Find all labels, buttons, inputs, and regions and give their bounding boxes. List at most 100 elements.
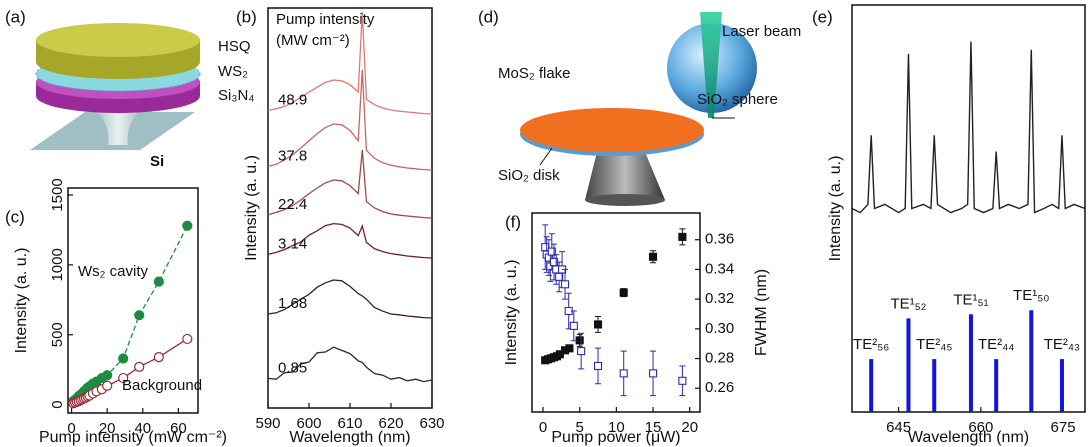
label: MoS₂ flake (498, 65, 571, 82)
cone-base (585, 194, 665, 206)
point (153, 351, 164, 363)
x-axis-title: Pump intensity (mW cm⁻²) (39, 429, 227, 446)
y2-tick-label: 0.36 (705, 231, 734, 248)
series-label: Ws₂ cavity (78, 263, 148, 280)
y2-tick-label: 0.32 (705, 290, 734, 307)
mode-bar (932, 359, 937, 412)
hsq-top (36, 23, 200, 57)
x-tick-label: 10 (608, 419, 625, 436)
spectrum-line (267, 222, 433, 259)
x-tick-label: 590 (255, 415, 280, 432)
point (593, 361, 603, 371)
label: WS₂ (218, 63, 248, 80)
y-axis-title: Intensity (a. u.) (503, 260, 520, 366)
laser-beam (700, 12, 722, 118)
point (565, 344, 574, 353)
spectrum-line (267, 69, 433, 171)
panel-label: (a) (5, 7, 26, 26)
panel-label: (b) (236, 7, 257, 26)
y-tick-label: 500 (49, 322, 66, 347)
y2-tick-label: 0.26 (705, 379, 734, 396)
diagram-a: HSQ WS₂ Si₃N₄ Si (30, 23, 254, 170)
series-label: Background (122, 377, 202, 394)
mode-label: TE²₄₃ (1044, 336, 1080, 353)
label: SiO₂ sphere (697, 91, 778, 108)
x-tick-label: 20 (99, 420, 116, 437)
series-label: 0.85 (278, 359, 307, 376)
x-axis-title: Pump power (μW) (551, 429, 680, 446)
point (102, 380, 113, 391)
series-label: 1.68 (278, 295, 307, 312)
chart: 0 5 10 15 20 0.26 0.28 0.30 0.32 0.34 0.36 Pump pow… (503, 212, 770, 446)
series-label: 48.9 (278, 91, 307, 108)
pointer (539, 147, 553, 166)
mode-label: TE²₄₅ (916, 336, 952, 353)
x-tick-label: 60 (170, 420, 187, 437)
y-tick-label: 1000 (49, 248, 66, 281)
mode-bar (968, 314, 973, 412)
y2-tick-label: 0.30 (705, 320, 734, 337)
point (102, 370, 113, 381)
mode-label: TE¹₅₂ (890, 295, 926, 312)
y-axis-title: Intensity (a. u.) (827, 156, 844, 262)
panel-label: (d) (478, 7, 499, 26)
mode-bar (869, 359, 874, 412)
point (678, 232, 687, 241)
x-tick-label: 5 (576, 419, 584, 436)
point (153, 276, 164, 287)
x-tick-label: 610 (337, 415, 362, 432)
x-tick-label: 660 (968, 419, 993, 436)
series-label: 37.8 (278, 147, 307, 164)
series-label: 22.4 (278, 196, 307, 213)
point (569, 321, 578, 330)
x-axis-title: Wavelength (nm) (289, 429, 410, 446)
spectrum-line (267, 279, 433, 319)
point (118, 372, 129, 384)
x-tick-label: 620 (378, 415, 403, 432)
spectrum-line (267, 149, 433, 219)
plot-frame (531, 212, 701, 413)
y2-axis-title: FWHM (nm) (753, 269, 770, 356)
panel-label: (e) (812, 7, 833, 26)
spectrum-line (267, 11, 433, 115)
x-tick-label: 675 (1051, 419, 1076, 436)
y2-tick-label: 0.28 (705, 350, 734, 367)
y-axis-title: Intensity (a. u.) (13, 248, 30, 354)
x-tick-label: 20 (681, 419, 698, 436)
point (182, 220, 193, 231)
label: SiO₂ disk (498, 167, 560, 184)
point (619, 369, 628, 378)
label: Si₃N₄ (218, 87, 254, 104)
mode-label: TE¹₅₁ (953, 291, 988, 308)
mode-bar (1029, 310, 1034, 412)
plot-frame (67, 187, 199, 414)
spectrum-line (851, 41, 1086, 214)
point (118, 353, 129, 364)
point (560, 280, 570, 289)
x-tick-label: 630 (419, 415, 444, 432)
legend-title: Pump intensity (276, 11, 375, 28)
mode-bar (1059, 359, 1064, 412)
chart: 0 20 40 60 0 500 1000 1500 Pump intensity (mW cm… (13, 178, 227, 446)
point (182, 333, 193, 345)
legend-units: (MW cm⁻²) (276, 32, 350, 49)
panel-label: (f) (505, 212, 521, 231)
label: Laser beam (722, 23, 801, 40)
x-tick-label: 15 (645, 419, 662, 436)
label: HSQ (218, 38, 251, 55)
point (648, 252, 658, 261)
point (134, 361, 145, 372)
x-tick-label: 0 (67, 420, 75, 437)
mode-label: TE²₄₄ (978, 336, 1014, 353)
x-tick-label: 600 (296, 415, 321, 432)
point (577, 347, 586, 356)
point (619, 288, 628, 297)
x-axis-title: Wavelength (nm) (908, 429, 1029, 446)
point (648, 369, 658, 378)
flake (520, 108, 704, 152)
trend-line (72, 225, 188, 402)
x-tick-label: 40 (134, 420, 151, 437)
diagram-d: Laser beam MoS₂ flake SiO₂ sphere SiO₂ d… (498, 12, 801, 206)
point (678, 376, 687, 385)
